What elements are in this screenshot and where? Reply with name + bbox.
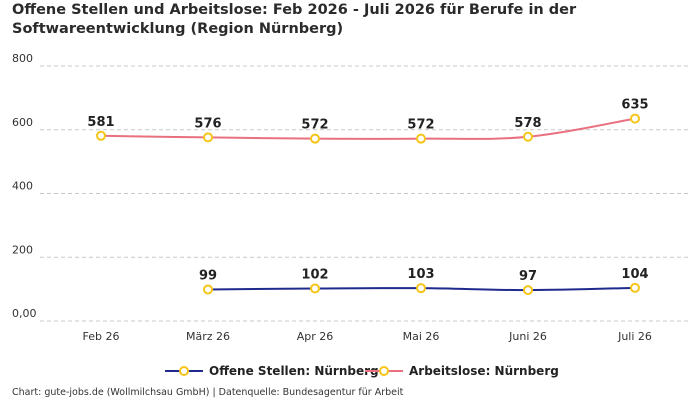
data-point bbox=[523, 131, 533, 142]
data-label: 102 bbox=[301, 267, 328, 282]
data-point bbox=[416, 283, 426, 294]
data-label: 581 bbox=[87, 115, 114, 130]
data-point bbox=[416, 133, 426, 144]
y-tick-label: 800 bbox=[12, 52, 33, 65]
data-point bbox=[310, 133, 320, 144]
data-label: 635 bbox=[621, 98, 648, 113]
data-label: 572 bbox=[301, 118, 328, 133]
x-tick-label: Mai 26 bbox=[403, 330, 440, 343]
data-label: 578 bbox=[514, 116, 541, 131]
legend-label: Arbeitslose: Nürnberg bbox=[409, 364, 559, 378]
data-label: 576 bbox=[194, 116, 221, 131]
y-tick-label: 200 bbox=[12, 243, 33, 256]
data-point bbox=[96, 130, 106, 141]
data-label: 97 bbox=[519, 269, 537, 284]
gridlines bbox=[40, 65, 690, 322]
data-label: 572 bbox=[407, 118, 434, 133]
data-label: 103 bbox=[407, 267, 434, 282]
data-point bbox=[203, 132, 213, 143]
data-point bbox=[203, 284, 213, 295]
x-tick-label: März 26 bbox=[186, 330, 230, 343]
x-axis-tick-labels: Feb 26 März 26 Apr 26 Mai 26 Juni 26 Juli 26 bbox=[83, 330, 652, 343]
data-labels: 99 102 103 97 104 581 576 572 572 578 635 bbox=[87, 98, 648, 284]
legend-marker bbox=[179, 366, 189, 376]
data-point bbox=[523, 285, 533, 296]
data-point bbox=[630, 113, 640, 124]
chart-source-footer: Chart: gute-jobs.de (Wollmilchsau GmbH) … bbox=[12, 387, 404, 398]
y-tick-label: 600 bbox=[12, 116, 33, 129]
data-point bbox=[630, 282, 640, 293]
legend-marker bbox=[379, 366, 389, 376]
x-tick-label: Juni 26 bbox=[508, 330, 547, 343]
y-axis-tick-labels: 0,00 200 400 600 800 bbox=[12, 52, 37, 320]
chart-title: Offene Stellen und Arbeitslose: Feb 2026… bbox=[12, 2, 577, 37]
legend: Offene Stellen: Nürnberg Arbeitslose: Nür… bbox=[165, 364, 559, 378]
legend-label: Offene Stellen: Nürnberg bbox=[209, 364, 379, 378]
data-label: 99 bbox=[199, 268, 217, 283]
x-tick-label: Apr 26 bbox=[297, 330, 334, 343]
data-label: 104 bbox=[621, 267, 648, 282]
series-line bbox=[100, 117, 636, 140]
x-tick-label: Feb 26 bbox=[83, 330, 120, 343]
y-tick-label: 400 bbox=[12, 180, 33, 193]
data-points bbox=[96, 113, 640, 296]
data-point bbox=[310, 283, 320, 294]
y-tick-label: 0,00 bbox=[12, 307, 37, 320]
series-lines bbox=[100, 117, 636, 292]
x-tick-label: Juli 26 bbox=[617, 330, 652, 343]
